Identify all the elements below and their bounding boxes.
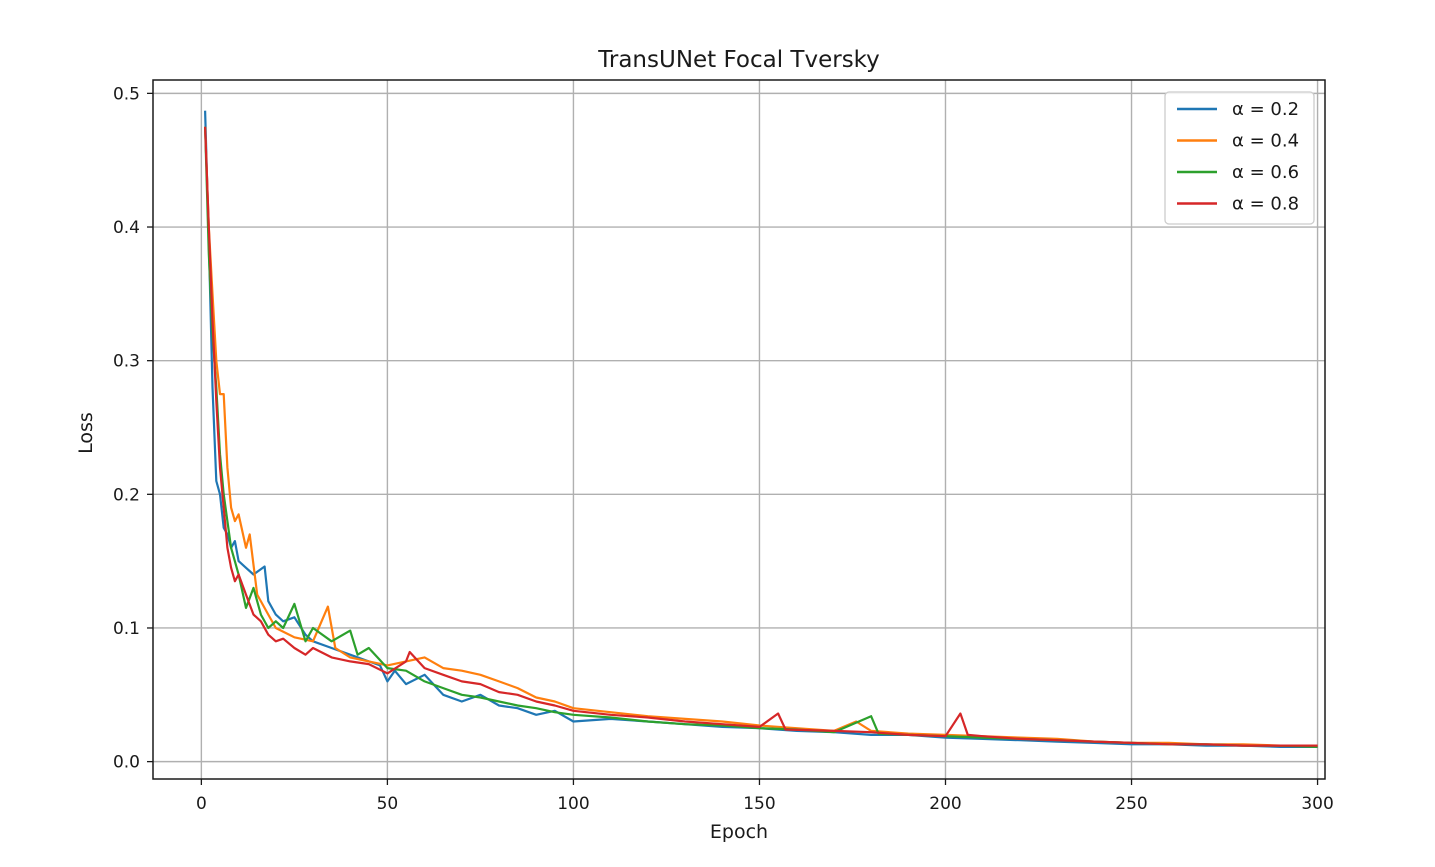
y-tick-label: 0.4 <box>113 218 140 238</box>
y-axis-label: Loss <box>75 412 97 454</box>
legend: α = 0.2 α = 0.4 α = 0.6 α = 0.8 <box>1164 91 1315 225</box>
x-tick-label: 150 <box>743 794 775 814</box>
y-tick-label: 0.1 <box>113 619 140 639</box>
y-axis-ticks: 0.0 0.1 0.2 0.3 0.4 0.5 <box>113 84 153 773</box>
y-tick-label: 0.0 <box>113 753 140 773</box>
series-line-06 <box>204 126 1318 748</box>
x-tick-label: 50 <box>377 794 399 814</box>
series-lines <box>204 110 1318 748</box>
x-tick-label: 200 <box>929 794 961 814</box>
legend-label: α = 0.2 <box>1232 99 1299 120</box>
x-axis-ticks: 0 50 100 150 200 250 300 <box>196 779 1334 814</box>
legend-label: α = 0.8 <box>1232 194 1299 215</box>
legend-box <box>1164 91 1315 225</box>
x-tick-label: 0 <box>196 794 207 814</box>
grid <box>153 80 1325 779</box>
x-tick-label: 300 <box>1301 794 1333 814</box>
x-tick-label: 250 <box>1115 794 1147 814</box>
x-tick-label: 100 <box>557 794 589 814</box>
legend-label: α = 0.6 <box>1232 162 1299 183</box>
legend-label: α = 0.4 <box>1232 131 1299 152</box>
y-tick-label: 0.3 <box>113 352 140 372</box>
x-axis-label: Epoch <box>710 821 768 843</box>
y-tick-label: 0.5 <box>113 84 140 104</box>
series-line-02 <box>204 110 1318 748</box>
chart-title: TransUNet Focal Tversky <box>597 47 880 73</box>
series-line-08 <box>204 126 1318 747</box>
y-tick-label: 0.2 <box>113 485 140 505</box>
plot-area-frame <box>152 79 1326 780</box>
